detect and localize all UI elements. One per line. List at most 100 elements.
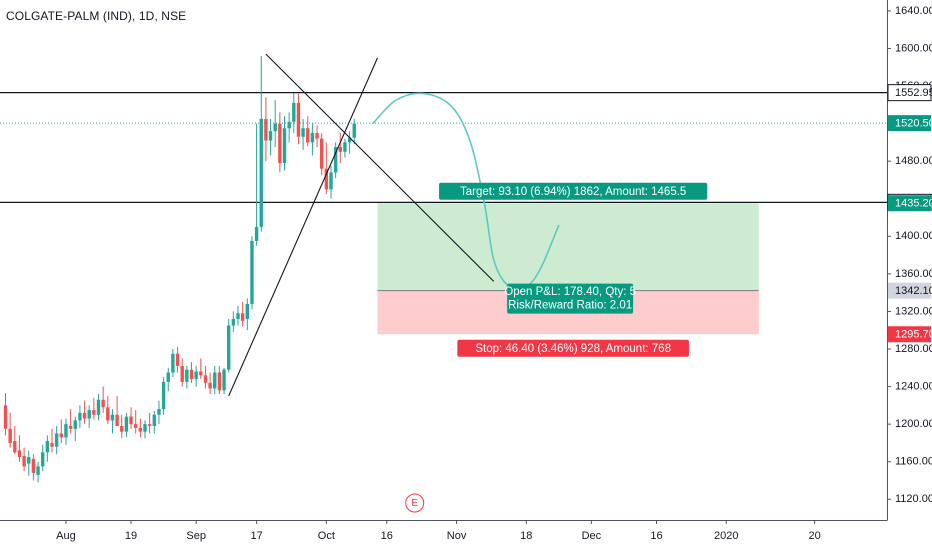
candle-body: [106, 407, 110, 421]
candle: [199, 358, 203, 380]
candle-body: [166, 372, 170, 382]
y-tick-label: 1600.00: [895, 42, 932, 54]
x-tick-label: 19: [125, 530, 137, 542]
candle: [27, 450, 31, 476]
candle-body: [254, 226, 259, 241]
price-badge-1552-95: 1552.95: [887, 84, 932, 102]
candle-body: [250, 240, 254, 304]
candle-body: [217, 372, 222, 391]
earnings-circle[interactable]: [405, 493, 425, 513]
earnings-marker[interactable]: E: [405, 493, 425, 513]
candle-body: [245, 303, 249, 319]
candle-body: [27, 457, 31, 464]
candle: [120, 414, 124, 439]
candle-body: [315, 132, 319, 139]
y-tick-label: 1480.00: [895, 155, 932, 167]
candle: [129, 407, 133, 429]
pnl-line-2: Risk/Reward Ratio: 2.01: [508, 300, 632, 312]
candle: [45, 435, 50, 462]
stop-label-text: Stop: 46.40 (3.46%) 928, Amount: 768: [475, 343, 671, 355]
candle: [152, 410, 156, 434]
candle: [343, 138, 347, 158]
price-badge-1435-20: 1435.20: [888, 195, 932, 212]
candle: [217, 365, 222, 395]
candle-body: [329, 172, 333, 190]
candle-body: [287, 121, 291, 129]
candle-body: [324, 168, 329, 190]
candle: [240, 302, 245, 327]
time-axis-panel[interactable]: [0, 520, 887, 550]
candle: [268, 118, 273, 156]
candle-body: [352, 123, 356, 138]
candle: [236, 305, 240, 326]
x-tick-label: Nov: [447, 530, 467, 542]
candle-body: [78, 412, 82, 421]
candle: [189, 362, 194, 383]
candle: [250, 236, 254, 310]
candle: [134, 410, 138, 434]
candle: [194, 365, 198, 387]
projection-curve[interactable]: [372, 92, 560, 290]
profit-zone[interactable]: [377, 203, 759, 291]
candle: [78, 405, 82, 428]
candle-body: [199, 371, 203, 376]
candle: [222, 367, 226, 395]
x-tick-label: Sep: [186, 530, 206, 542]
candle: [110, 409, 115, 434]
candle: [54, 426, 59, 455]
candle-body: [203, 375, 208, 383]
trendline-1[interactable]: [228, 57, 379, 397]
pnl-label-bg: [507, 283, 634, 314]
candle-body: [101, 399, 105, 408]
symbol-title: COLGATE-PALM (IND), 1D, NSE: [6, 9, 187, 23]
candle: [301, 118, 305, 150]
x-tick-label: 18: [520, 530, 532, 542]
candle: [157, 400, 161, 425]
candle-body: [320, 138, 324, 169]
candle-body: [134, 424, 138, 428]
candle-body: [222, 369, 226, 391]
candle-body: [175, 353, 180, 366]
target-label: Target: 93.10 (6.94%) 1862, Amount: 1465…: [439, 182, 708, 200]
candle-body: [259, 118, 263, 227]
candle-body: [171, 353, 175, 373]
candle-body: [180, 365, 184, 382]
price-badge-bg: [888, 115, 931, 132]
candle: [306, 116, 310, 147]
candle-body: [227, 325, 231, 370]
candle-body: [82, 412, 87, 419]
candle-body: [194, 371, 198, 380]
candle: [259, 55, 263, 232]
candle-body: [185, 369, 189, 382]
candle: [87, 405, 91, 428]
pnl-label: Open P&L: 178.40, Qty: 5 Risk/Reward Rati…: [504, 283, 636, 314]
x-tick-label: Oct: [318, 530, 335, 542]
price-badge-1520-50: 1520.50: [888, 115, 932, 132]
candle-body: [13, 441, 17, 453]
candle-body: [152, 414, 156, 427]
y-tick-label: 1200.00: [895, 418, 932, 430]
candle-body: [31, 458, 36, 473]
price-badge-text: 1552.95: [895, 87, 932, 99]
trendline-2[interactable]: [265, 53, 495, 282]
candle-body: [54, 433, 59, 447]
candle-body: [157, 409, 161, 415]
candle: [352, 118, 356, 145]
y-tick-label: 1320.00: [895, 305, 932, 317]
candle-body: [50, 442, 54, 447]
candle: [73, 416, 77, 442]
candle: [64, 418, 68, 445]
price-badge-bg: [888, 195, 931, 212]
candle-body: [240, 313, 245, 321]
candle-body: [110, 414, 115, 421]
candle-body: [213, 372, 217, 389]
x-tick-label: Aug: [56, 530, 76, 542]
candle-body: [338, 147, 342, 152]
x-tick-label: 17: [250, 530, 262, 542]
candle: [278, 112, 282, 173]
candle-body: [138, 427, 143, 432]
candle: [315, 125, 319, 148]
candle: [287, 112, 291, 143]
